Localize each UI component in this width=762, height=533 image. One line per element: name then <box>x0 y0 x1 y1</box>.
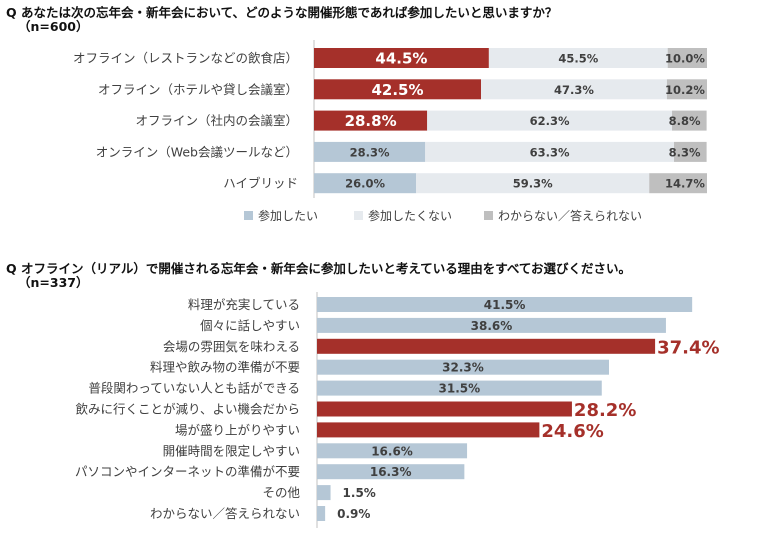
chart2-data-label: 24.6% <box>541 421 603 442</box>
chart1-bar-segment <box>673 141 707 162</box>
chart1-legend-label: 参加したい <box>258 208 318 223</box>
chart1-legend-swatch <box>244 211 253 220</box>
chart1-data-label: 44.5% <box>375 50 427 68</box>
chart2-category-label: 場が盛り上がりやすい <box>175 422 300 437</box>
chart1-data-label: 26.0% <box>345 177 385 191</box>
chart2-bar <box>317 506 326 521</box>
chart2-category-label: 開催時間を限定しやすい <box>163 443 300 458</box>
chart2-bar <box>317 297 693 312</box>
chart1-legend-swatch <box>354 211 363 220</box>
chart1-bar-segment <box>427 110 673 131</box>
chart1-data-label: 8.3% <box>669 145 701 159</box>
chart1-legend-label: わからない／答えられない <box>498 208 642 223</box>
chart1-category-label: オフライン（社内の会議室） <box>135 113 298 128</box>
chart2-data-label: 1.5% <box>343 486 376 500</box>
chart2-data-label: 37.4% <box>657 337 719 358</box>
chart1-data-label: 28.3% <box>350 145 390 159</box>
chart2-bar <box>317 443 468 459</box>
chart1-category-label: オフライン（レストランなどの飲食店） <box>73 51 298 66</box>
chart2-bar <box>317 464 465 480</box>
chart2-bar <box>317 317 666 333</box>
chart1-data-label: 63.3% <box>530 145 570 159</box>
chart2-data-label: 31.5% <box>439 382 481 396</box>
chart1-legend-label: 参加したくない <box>368 208 452 223</box>
chart1-data-label: 10.0% <box>665 52 705 66</box>
chart1-category-label: オフライン（ホテルや貸し会議室） <box>98 82 298 97</box>
chart2-data-label: 38.6% <box>471 319 513 333</box>
chart1-data-label: 10.2% <box>665 83 705 97</box>
chart2-data-label: 32.3% <box>442 361 484 375</box>
chart1-category-label: ハイブリッド <box>223 176 298 191</box>
chart2-data-label: 28.2% <box>574 400 636 421</box>
chart1-bar-segment <box>672 110 707 131</box>
chart1-data-label: 45.5% <box>558 52 598 66</box>
chart2-title: Q オフライン（リアル）で開催される忘年会・新年会に参加したいと考えている理由を… <box>6 261 631 276</box>
chart2-category-label: わからない／答えられない <box>150 506 300 521</box>
chart1-bar-segment <box>649 173 707 194</box>
chart1-category-label: オンライン（Web会議ツールなど） <box>96 144 298 159</box>
chart1-bar-segment <box>425 141 674 162</box>
chart1-bar-segment <box>314 79 482 100</box>
chart2-bar <box>317 359 609 375</box>
chart2-category-label: 会場の雰囲気を味わえる <box>163 339 300 354</box>
chart2-data-label: 16.6% <box>371 444 413 458</box>
chart2-data-label: 0.9% <box>337 507 370 521</box>
chart2-category-label: 普段関わっていない人とも話ができる <box>88 381 300 396</box>
chart1-bar-segment <box>488 48 668 68</box>
chart2-subtitle: （n=337） <box>18 275 89 290</box>
chart2-category-label: その他 <box>262 485 300 500</box>
chart1-subtitle: （n=600） <box>18 19 89 34</box>
chart1-data-label: 42.5% <box>371 81 423 99</box>
chart1-data-label: 28.8% <box>345 112 397 130</box>
chart2-category-label: 料理が充実している <box>188 297 300 312</box>
chart1-bar-segment <box>666 79 707 100</box>
chart1-data-label: 47.3% <box>554 83 594 97</box>
chart2-category-label: パソコンやインターネットの準備が不要 <box>75 464 300 479</box>
chart1-data-label: 62.3% <box>530 114 570 128</box>
chart1-bar-segment <box>314 110 428 131</box>
chart2-data-label: 16.3% <box>370 465 412 479</box>
chart1-data-label: 8.8% <box>669 114 701 128</box>
chart2-bar <box>317 338 656 354</box>
chart2-category-label: 料理や飲み物の準備が不要 <box>150 360 300 375</box>
chart2-category-label: 個々に話しやすい <box>200 318 300 333</box>
chart2-bar <box>317 380 602 396</box>
chart2-bar <box>317 485 331 501</box>
chart2-data-label: 41.5% <box>484 298 526 312</box>
chart2-bar <box>317 401 572 417</box>
chart1-bar-segment <box>416 173 650 194</box>
chart1-bar-segment <box>314 173 417 194</box>
chart1-bar-segment <box>481 79 667 100</box>
chart1-bar-segment <box>314 141 426 162</box>
chart1-data-label: 59.3% <box>513 177 553 191</box>
chart2-category-label: 飲みに行くことが減り、よい機会だから <box>75 402 300 417</box>
chart1-title: Q あなたは次の忘年会・新年会において、どのような開催形態であれば参加したいと思… <box>6 5 558 20</box>
chart2-bar <box>317 422 540 438</box>
chart1-bar-segment <box>314 48 489 68</box>
chart1-data-label: 14.7% <box>665 177 705 191</box>
chart1-bar-segment <box>667 48 707 68</box>
chart1-legend-swatch <box>484 211 493 220</box>
